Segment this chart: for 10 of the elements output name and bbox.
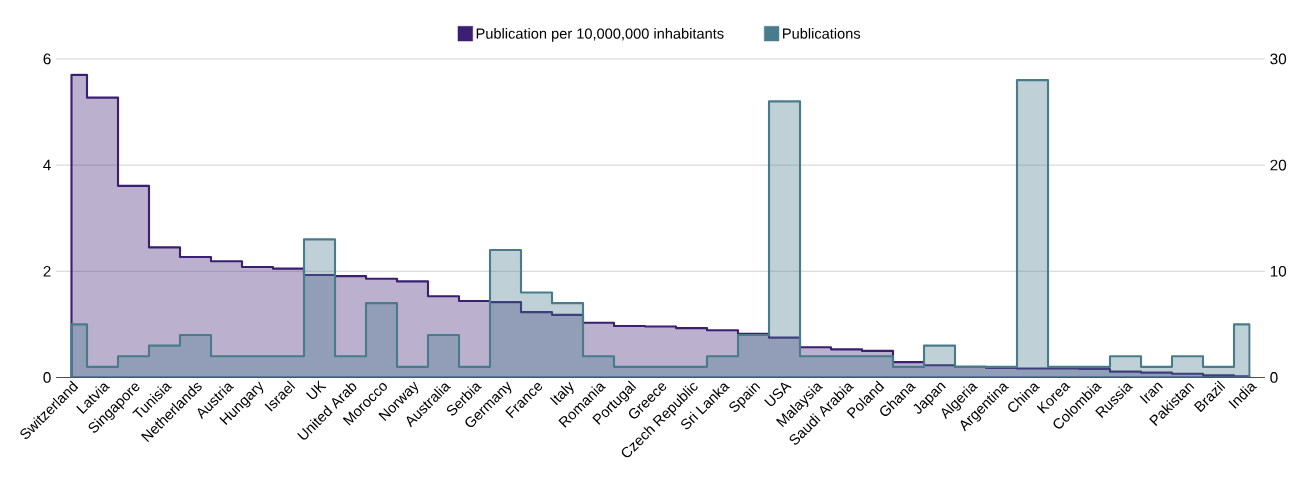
legend-label: Publications [783, 28, 861, 39]
x-tick-label: UK [305, 380, 327, 400]
y2-tick-label: 30 [1270, 53, 1287, 65]
y2-tick-label: 0 [1270, 372, 1278, 383]
y2-tick-label: 20 [1270, 159, 1287, 171]
y-tick-label: 4 [43, 159, 51, 171]
legend-label: Publication per 10,000,000 inhabitants [476, 28, 724, 42]
y2-tick-label: 10 [1270, 265, 1287, 277]
y-tick-label: 6 [43, 53, 51, 65]
y-tick-label: 2 [43, 265, 51, 277]
